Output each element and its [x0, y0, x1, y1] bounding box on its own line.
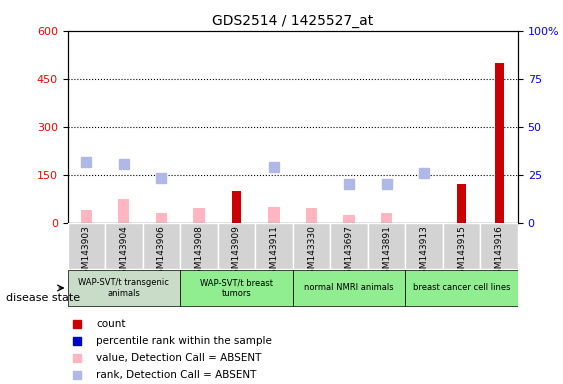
Text: GSM143903: GSM143903	[82, 225, 91, 280]
FancyBboxPatch shape	[255, 223, 293, 269]
Text: breast cancer cell lines: breast cancer cell lines	[413, 283, 511, 293]
Text: GSM143891: GSM143891	[382, 225, 391, 280]
Text: GSM143911: GSM143911	[270, 225, 279, 280]
Bar	[381, 213, 392, 223]
Text: WAP-SVT/t transgenic
animals: WAP-SVT/t transgenic animals	[78, 278, 169, 298]
Text: GSM143906: GSM143906	[157, 225, 166, 280]
Bar	[156, 213, 167, 223]
Text: GSM143330: GSM143330	[307, 225, 316, 280]
Text: GSM143908: GSM143908	[194, 225, 203, 280]
Bar	[118, 199, 129, 223]
Text: GSM143916: GSM143916	[495, 225, 504, 280]
Text: value, Detection Call = ABSENT: value, Detection Call = ABSENT	[96, 353, 262, 363]
Text: disease state: disease state	[6, 293, 80, 303]
FancyBboxPatch shape	[405, 270, 518, 306]
FancyBboxPatch shape	[142, 223, 180, 269]
Bar	[232, 191, 241, 223]
FancyBboxPatch shape	[68, 223, 105, 269]
Text: WAP-SVT/t breast
tumors: WAP-SVT/t breast tumors	[200, 278, 273, 298]
FancyBboxPatch shape	[180, 270, 293, 306]
FancyBboxPatch shape	[480, 223, 518, 269]
FancyBboxPatch shape	[405, 223, 443, 269]
Text: rank, Detection Call = ABSENT: rank, Detection Call = ABSENT	[96, 370, 257, 381]
Bar	[457, 184, 466, 223]
FancyBboxPatch shape	[105, 223, 142, 269]
FancyBboxPatch shape	[330, 223, 368, 269]
FancyBboxPatch shape	[218, 223, 255, 269]
FancyBboxPatch shape	[293, 270, 405, 306]
FancyBboxPatch shape	[180, 223, 218, 269]
Text: count: count	[96, 318, 126, 329]
Text: GSM143904: GSM143904	[119, 225, 128, 280]
Text: GSM143915: GSM143915	[457, 225, 466, 280]
Text: GSM143909: GSM143909	[232, 225, 241, 280]
Bar	[81, 210, 92, 223]
FancyBboxPatch shape	[368, 223, 405, 269]
Bar	[343, 215, 355, 223]
FancyBboxPatch shape	[68, 270, 180, 306]
Bar	[306, 208, 317, 223]
Bar	[193, 208, 204, 223]
Bar	[495, 63, 504, 223]
Title: GDS2514 / 1425527_at: GDS2514 / 1425527_at	[212, 14, 373, 28]
FancyBboxPatch shape	[443, 223, 480, 269]
Text: percentile rank within the sample: percentile rank within the sample	[96, 336, 272, 346]
Bar	[269, 207, 280, 223]
Text: GSM143697: GSM143697	[345, 225, 354, 280]
Text: GSM143913: GSM143913	[419, 225, 428, 280]
Text: normal NMRI animals: normal NMRI animals	[304, 283, 394, 293]
FancyBboxPatch shape	[293, 223, 330, 269]
